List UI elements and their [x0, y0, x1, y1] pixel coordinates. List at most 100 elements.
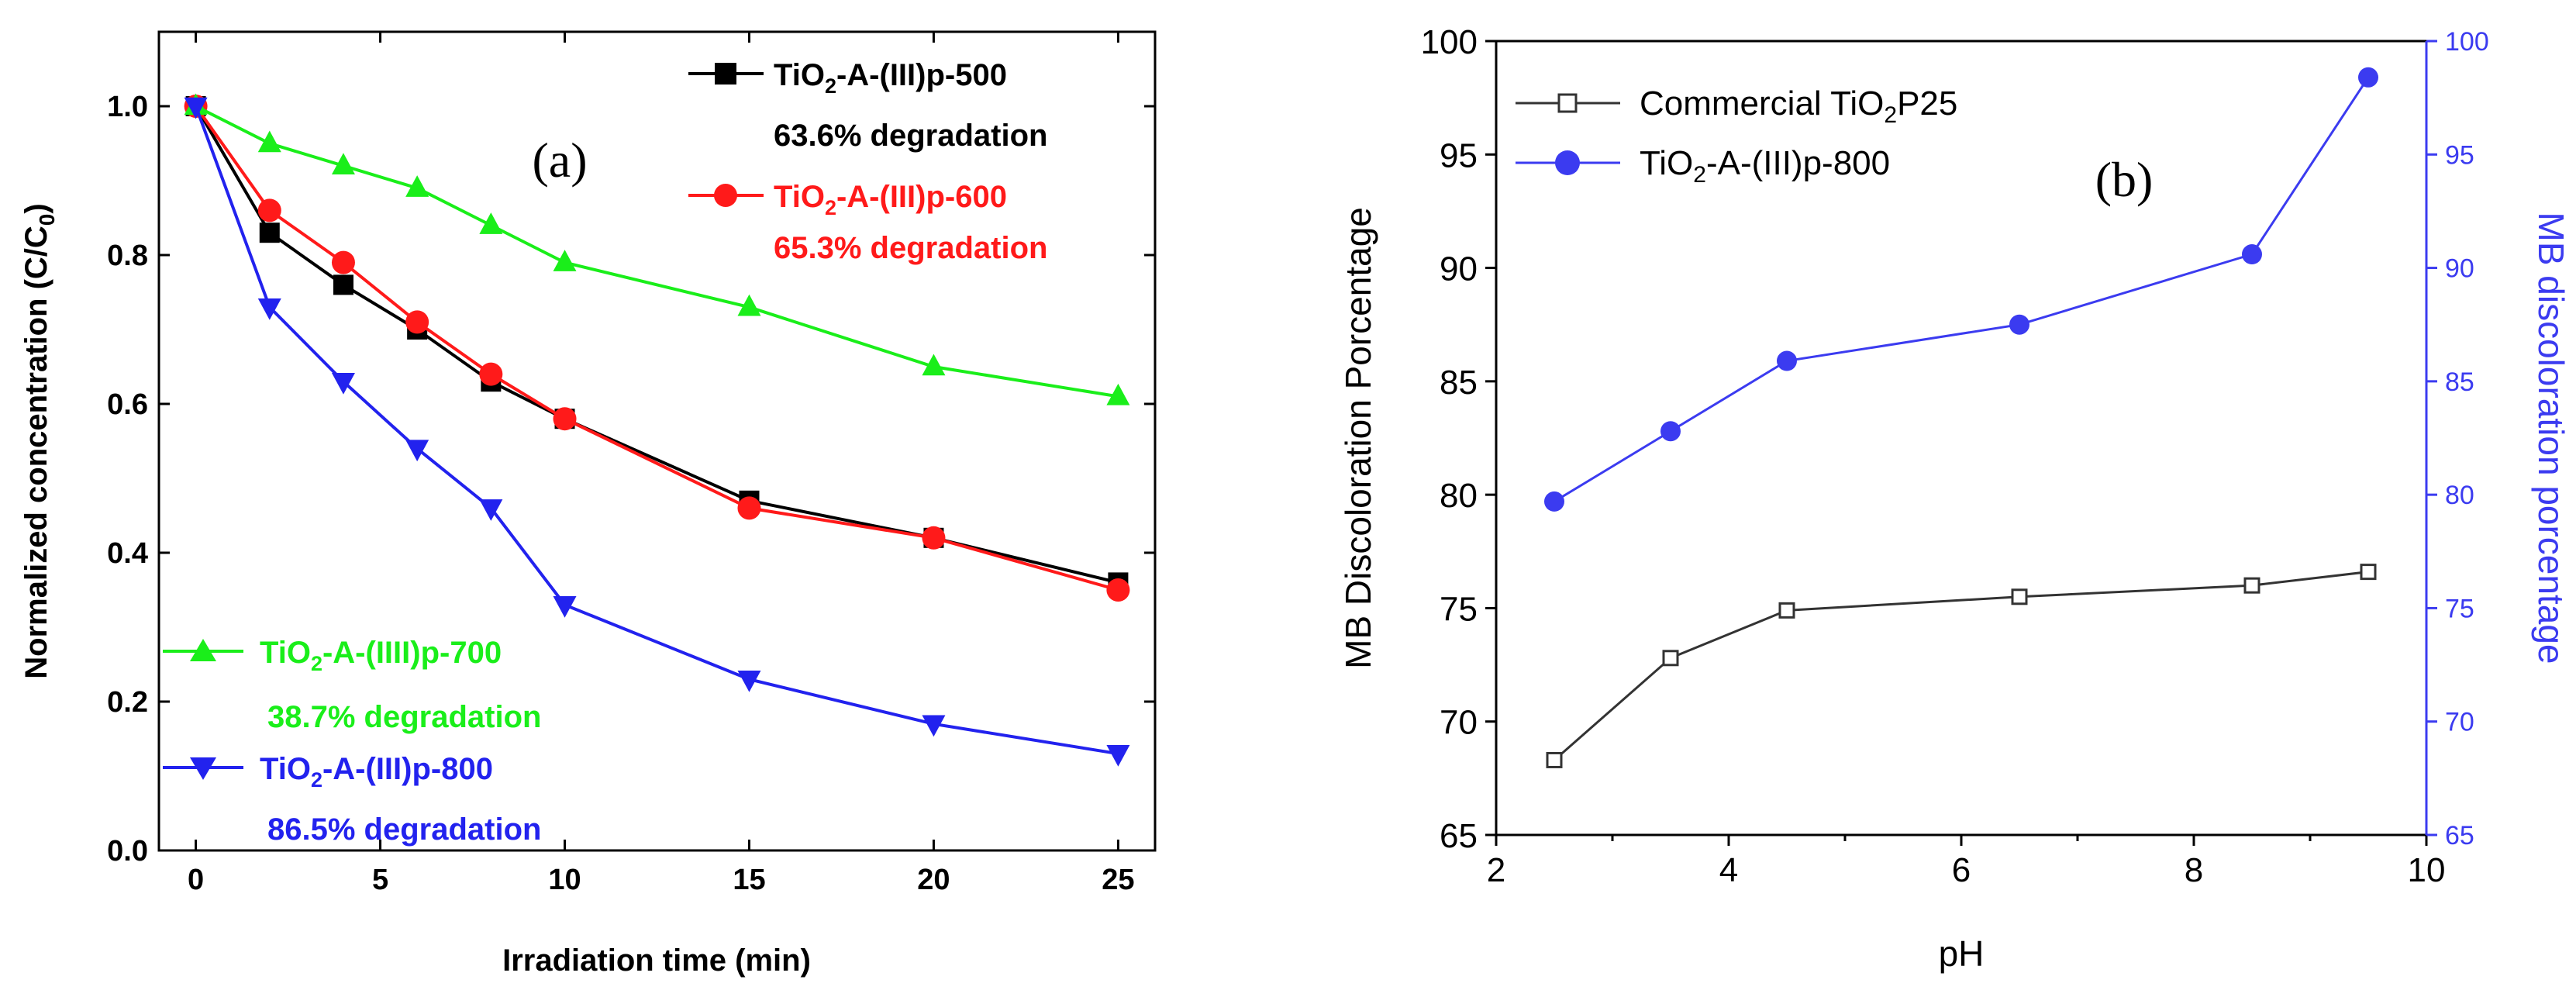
- series-1: [184, 95, 1130, 602]
- right-y-tick-label: 75: [2445, 594, 2474, 623]
- panel-b-series: [1544, 67, 2378, 768]
- right-y-tick-label: 65: [2445, 821, 2474, 850]
- data-point: [922, 526, 946, 550]
- panel-b-legend: Commercial TiO2P25 TiO2-A-(III)p-800: [1516, 85, 1957, 188]
- y-tick-label: 0.6: [107, 388, 148, 421]
- legend-circle-marker: [714, 184, 737, 207]
- data-point: [479, 499, 503, 521]
- data-point: [1777, 350, 1797, 371]
- panel-b: 2 4 6 8 10 65 70 75 80 85 90 95 100 65 70 75 80 85 90 95 1…: [1338, 23, 2571, 974]
- x-tick-label: 10: [548, 864, 581, 896]
- series-3: [184, 97, 1130, 767]
- y-tick-label: 0.0: [107, 835, 148, 868]
- y-tick-label: 0.4: [107, 537, 148, 570]
- data-point: [259, 222, 280, 243]
- data-point: [2242, 244, 2262, 265]
- x-tick-label: 0: [188, 864, 204, 896]
- x-tick-label: 2: [1487, 851, 1505, 889]
- panel-b-right-y-ticks: 65 70 75 80 85 90 95 100: [2426, 27, 2489, 850]
- legend-annotation: 63.6% degradation: [774, 119, 1047, 153]
- data-point: [1106, 383, 1130, 405]
- legend-triangle-down-marker: [190, 757, 216, 780]
- data-point: [333, 274, 353, 295]
- x-tick-label: 6: [1952, 851, 1971, 889]
- data-point: [2011, 588, 2028, 605]
- data-point: [553, 595, 577, 618]
- series-line: [1554, 571, 2369, 761]
- data-point: [2360, 564, 2377, 581]
- y-tick-label: 75: [1440, 590, 1478, 628]
- right-y-tick-label: 85: [2445, 367, 2474, 397]
- x-tick-label: 4: [1719, 851, 1738, 889]
- legend-label: TiO2-A-(III)p-600: [774, 180, 1007, 219]
- right-y-tick-label: 80: [2445, 481, 2474, 510]
- series-line: [1554, 76, 2370, 503]
- y-tick-label: 80: [1440, 477, 1478, 515]
- data-point: [405, 175, 429, 197]
- data-point: [2243, 577, 2260, 594]
- x-tick-label: 15: [733, 864, 765, 896]
- y-tick-label: 0.2: [107, 686, 148, 719]
- legend-label: TiO2-A-(III)p-500: [774, 58, 1007, 98]
- data-point: [405, 310, 429, 334]
- legend-item-commercial: Commercial TiO2P25: [1516, 85, 1957, 128]
- legend-circle-marker: [1555, 150, 1580, 175]
- data-point: [553, 250, 577, 271]
- series-0: [1546, 564, 2377, 768]
- data-point: [331, 250, 355, 274]
- series-1: [1544, 67, 2378, 512]
- y-tick-label: 70: [1440, 704, 1478, 742]
- legend-triangle-up-marker: [190, 639, 216, 661]
- data-point: [2358, 67, 2378, 88]
- data-point: [737, 294, 761, 316]
- data-point: [553, 407, 577, 431]
- data-point: [184, 97, 208, 119]
- legend-annotation: 65.3% degradation: [774, 231, 1047, 265]
- legend-annotation: 86.5% degradation: [267, 812, 541, 847]
- data-point: [257, 298, 281, 320]
- panel-a-y-ticks: 0.0 0.2 0.4 0.6 0.8 1.0: [107, 91, 1155, 868]
- legend-label: Commercial TiO2P25: [1640, 85, 1957, 128]
- right-y-tick-label: 95: [2445, 140, 2474, 170]
- panel-a-legend-p800: TiO2-A-(III)p-800 86.5% degradation: [163, 752, 541, 847]
- y-tick-label: 95: [1440, 136, 1478, 174]
- panel-a-label: (a): [532, 133, 587, 188]
- data-point: [737, 670, 761, 692]
- legend-label: TiO2-A-(III)p-800: [1640, 144, 1890, 188]
- panel-b-right-y-axis-label: MB discoloration porcentage: [2531, 212, 2571, 664]
- right-y-tick-label: 90: [2445, 254, 2474, 284]
- panel-a: 0 5 10 15 20 25 0.0 0.2 0.4 0.6 0.8 1.0 (a) Irradi…: [19, 30, 1157, 978]
- y-tick-label: 1.0: [107, 91, 148, 123]
- legend-label: TiO2-A-(IIII)p-700: [260, 636, 502, 675]
- data-point: [1544, 491, 1564, 512]
- series-0: [185, 96, 1129, 593]
- panel-a-legend-p600: TiO2-A-(III)p-600 65.3% degradation: [688, 180, 1047, 265]
- x-tick-label: 5: [372, 864, 388, 896]
- data-point: [405, 440, 429, 462]
- panel-a-legend-p700: TiO2-A-(IIII)p-700 38.7% degradation: [163, 636, 541, 734]
- data-point: [1106, 578, 1130, 602]
- right-y-tick-label: 100: [2445, 27, 2489, 57]
- x-tick-label: 10: [2408, 851, 2446, 889]
- y-tick-label: 85: [1440, 364, 1478, 402]
- data-point: [331, 372, 355, 395]
- x-tick-label: 8: [2185, 851, 2203, 889]
- legend-item-p800: TiO2-A-(III)p-800: [1516, 144, 1890, 188]
- series-line: [194, 105, 1119, 592]
- data-point: [737, 496, 761, 520]
- data-point: [922, 715, 946, 737]
- y-tick-label: 0.8: [107, 240, 148, 272]
- panel-a-series: [184, 93, 1130, 767]
- data-point: [922, 354, 946, 376]
- panel-a-plot-frame: [157, 30, 1157, 852]
- y-tick-label: 100: [1421, 23, 1478, 61]
- data-point: [257, 198, 281, 222]
- panel-b-x-ticks: 2 4 6 8 10: [1487, 835, 2446, 889]
- y-tick-label: 65: [1440, 817, 1478, 855]
- data-point: [331, 153, 355, 175]
- data-point: [257, 130, 281, 153]
- data-point: [479, 362, 503, 386]
- data-point: [1546, 751, 1563, 768]
- series-2: [184, 93, 1130, 405]
